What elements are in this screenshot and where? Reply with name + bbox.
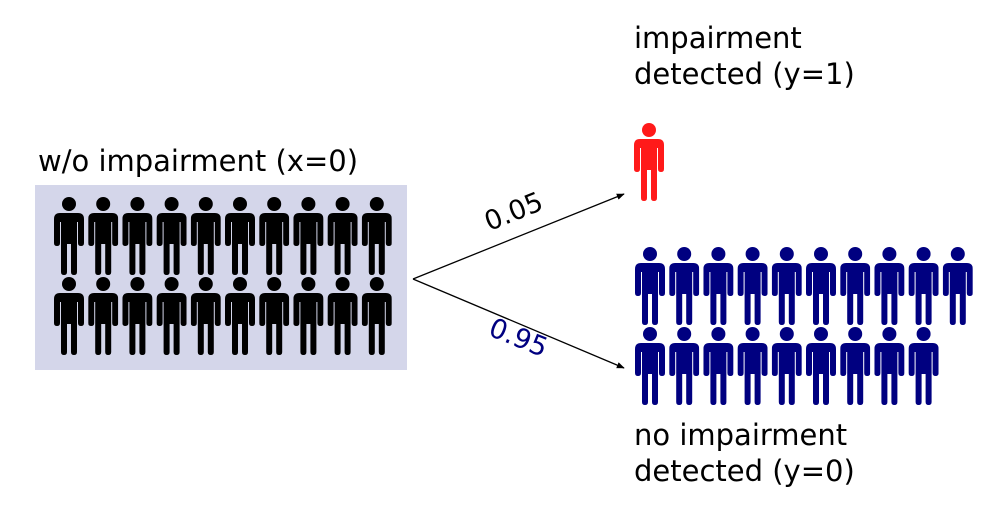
source-group-label: w/o impairment (x=0)	[38, 144, 359, 178]
impairment-detected-label-line1: impairment	[634, 21, 802, 55]
person-icon	[361, 277, 392, 355]
no-impairment-detected-label: no impairment detected (y=0)	[634, 417, 855, 489]
person-icon	[156, 197, 187, 275]
person-icon	[635, 327, 665, 405]
person-icon	[703, 327, 734, 405]
impairment-detected-label: impairment detected (y=1)	[634, 20, 855, 92]
no-impairment-detected-label-line1: no impairment	[634, 418, 848, 452]
person-icon	[327, 277, 358, 355]
person-icon	[259, 197, 290, 275]
person-icon	[54, 197, 84, 275]
person-icon	[293, 197, 324, 275]
person-icon	[634, 123, 664, 201]
arrow-to-no-impairment-detected	[412, 278, 625, 369]
impairment-detected-label-line2: detected (y=1)	[634, 57, 855, 91]
person-icon	[54, 277, 84, 355]
person-icon	[361, 197, 392, 275]
person-icon	[840, 247, 871, 325]
person-icon	[190, 197, 221, 275]
person-icon	[908, 247, 939, 325]
person-icon	[122, 197, 153, 275]
person-icon	[737, 247, 768, 325]
person-icon	[225, 277, 255, 355]
person-icon	[190, 277, 221, 355]
source-people-group	[54, 197, 392, 355]
person-icon	[225, 197, 255, 275]
person-icon	[259, 277, 290, 355]
person-icon	[942, 247, 973, 325]
person-icon	[703, 247, 734, 325]
person-icon	[88, 277, 119, 355]
probability-impairment-detected: 0.05	[480, 186, 547, 237]
no-impairment-detected-label-line2: detected (y=0)	[634, 454, 855, 488]
person-icon	[771, 327, 802, 405]
negative-people-group	[635, 247, 973, 405]
person-icon	[293, 277, 324, 355]
person-icon	[737, 327, 768, 405]
person-icon	[669, 247, 700, 325]
person-icon	[908, 327, 939, 405]
probability-no-impairment-detected: 0.95	[485, 312, 552, 363]
person-icon	[840, 327, 871, 405]
person-icon	[156, 277, 187, 355]
person-icon	[771, 247, 802, 325]
person-icon	[122, 277, 153, 355]
arrow-to-impairment-detected	[412, 193, 625, 280]
positive-people-group	[634, 123, 664, 201]
person-icon	[874, 247, 905, 325]
person-icon	[874, 327, 905, 405]
person-icon	[806, 247, 836, 325]
person-icon	[635, 247, 665, 325]
person-icon	[88, 197, 119, 275]
person-icon	[806, 327, 836, 405]
person-icon	[327, 197, 358, 275]
person-icon	[669, 327, 700, 405]
